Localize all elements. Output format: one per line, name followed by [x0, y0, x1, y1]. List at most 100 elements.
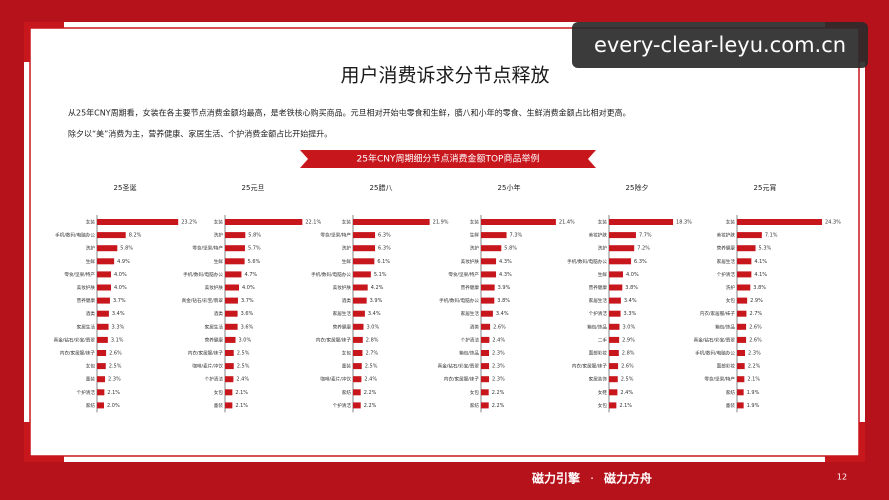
category-label: 家居装饰 [589, 376, 608, 383]
value-label: 5.7% [248, 246, 261, 252]
category-label: 营养健康 [333, 323, 352, 330]
category-label: 生鲜 [470, 232, 480, 239]
category-label: 个护清洁 [205, 376, 224, 383]
category-label: 洗护 [342, 245, 352, 252]
value-label: 4.0% [114, 285, 127, 291]
value-label: 2.7% [749, 311, 762, 317]
bar [97, 310, 109, 317]
category-label: 家纺 [86, 402, 96, 409]
category-label: 生鲜 [214, 258, 224, 265]
bar [353, 336, 363, 343]
bar [609, 271, 623, 278]
value-label: 4.0% [114, 272, 127, 278]
value-label: 2.4% [364, 377, 377, 383]
bar [481, 389, 489, 396]
value-label: 3.8% [753, 285, 766, 291]
category-label: 女装 [598, 219, 608, 226]
value-label: 5.8% [248, 233, 261, 239]
bar [737, 389, 744, 396]
category-label: 内衣/家居服/袜子 [572, 363, 608, 370]
value-label: 2.6% [493, 324, 506, 330]
category-label: 内衣/家居服/袜子 [700, 310, 736, 317]
category-label: 营养健康 [717, 245, 736, 252]
category-label: 美妆护肤 [461, 258, 480, 265]
bar [225, 271, 242, 278]
bar [481, 271, 497, 278]
bar [97, 284, 111, 291]
value-label: 24.3% [825, 220, 841, 226]
category-label: 家居生活 [717, 258, 736, 265]
bar [225, 258, 245, 265]
bar [225, 297, 238, 304]
category-label: 童装 [726, 402, 736, 409]
bar [225, 389, 233, 396]
category-label: 家纺 [342, 389, 352, 396]
category-label: 生鲜 [86, 258, 96, 265]
value-label: 2.4% [620, 390, 633, 396]
value-label: 2.2% [364, 403, 377, 409]
bar [481, 219, 556, 225]
category-label: 手机/数码/电脑办公 [55, 232, 95, 239]
bar [225, 232, 246, 239]
value-label: 7.1% [765, 233, 778, 239]
value-label: 3.4% [624, 298, 637, 304]
value-label: 4.3% [499, 259, 512, 265]
value-label: 3.8% [625, 285, 638, 291]
category-label: 箱包/饰品 [587, 323, 607, 330]
value-label: 3.0% [623, 324, 636, 330]
bar [353, 310, 365, 317]
bar [353, 245, 376, 252]
bar [609, 350, 619, 356]
value-label: 3.6% [241, 324, 254, 330]
category-label: 咖啡/麦片/冲饮 [320, 376, 351, 383]
bar [737, 258, 752, 265]
category-label: 美妆护肤 [77, 284, 96, 291]
value-label: 2.3% [108, 377, 121, 383]
bar [481, 376, 490, 383]
value-label: 2.2% [492, 403, 505, 409]
value-label: 3.0% [367, 324, 380, 330]
category-label: 个护清洁 [461, 336, 480, 343]
description-line: 除夕以“美”消费为主，营养健康、家居生活、个护消费金额占比开始提升。 [68, 129, 332, 139]
category-label: 酒类 [86, 310, 96, 317]
category-label: 美妆护肤 [333, 284, 352, 291]
bar [97, 336, 108, 343]
bar [97, 245, 118, 252]
category-label: 洗护 [86, 245, 96, 252]
category-label: 咖啡/麦片/冲饮 [192, 363, 223, 370]
bar [353, 297, 367, 304]
bar [353, 258, 375, 265]
value-label: 2.3% [492, 351, 505, 357]
value-label: 3.1% [111, 337, 124, 343]
category-label: 内衣/家居服/袜子 [316, 336, 352, 343]
bar [97, 219, 179, 225]
value-label: 3.8% [497, 298, 510, 304]
bar [225, 323, 238, 330]
bar [481, 245, 502, 252]
category-label: 女装 [86, 219, 96, 226]
category-label: 内衣/家居服/袜子 [444, 376, 480, 383]
category-label: 生鲜 [342, 258, 352, 265]
bar [737, 350, 746, 356]
value-label: 2.1% [235, 390, 248, 396]
bar [481, 350, 490, 356]
slide-title: 用户消费诉求分节点释放 [340, 65, 549, 87]
value-label: 7.2% [637, 246, 650, 252]
category-label: 家纺 [470, 402, 480, 409]
category-label: 洗护 [470, 245, 480, 252]
value-label: 1.9% [747, 390, 760, 396]
value-label: 2.8% [622, 351, 635, 357]
bar [609, 258, 632, 265]
category-label: 营养健康 [205, 336, 224, 343]
bar [481, 402, 489, 409]
value-label: 3.0% [239, 337, 252, 343]
bar [609, 297, 621, 304]
bar [97, 232, 126, 239]
bar [97, 376, 106, 383]
category-label: 手机/数码/电脑办公 [311, 271, 351, 278]
bar [609, 284, 623, 291]
value-label: 4.1% [754, 272, 767, 278]
value-label: 3.4% [112, 311, 125, 317]
category-label: 女包 [598, 402, 608, 409]
